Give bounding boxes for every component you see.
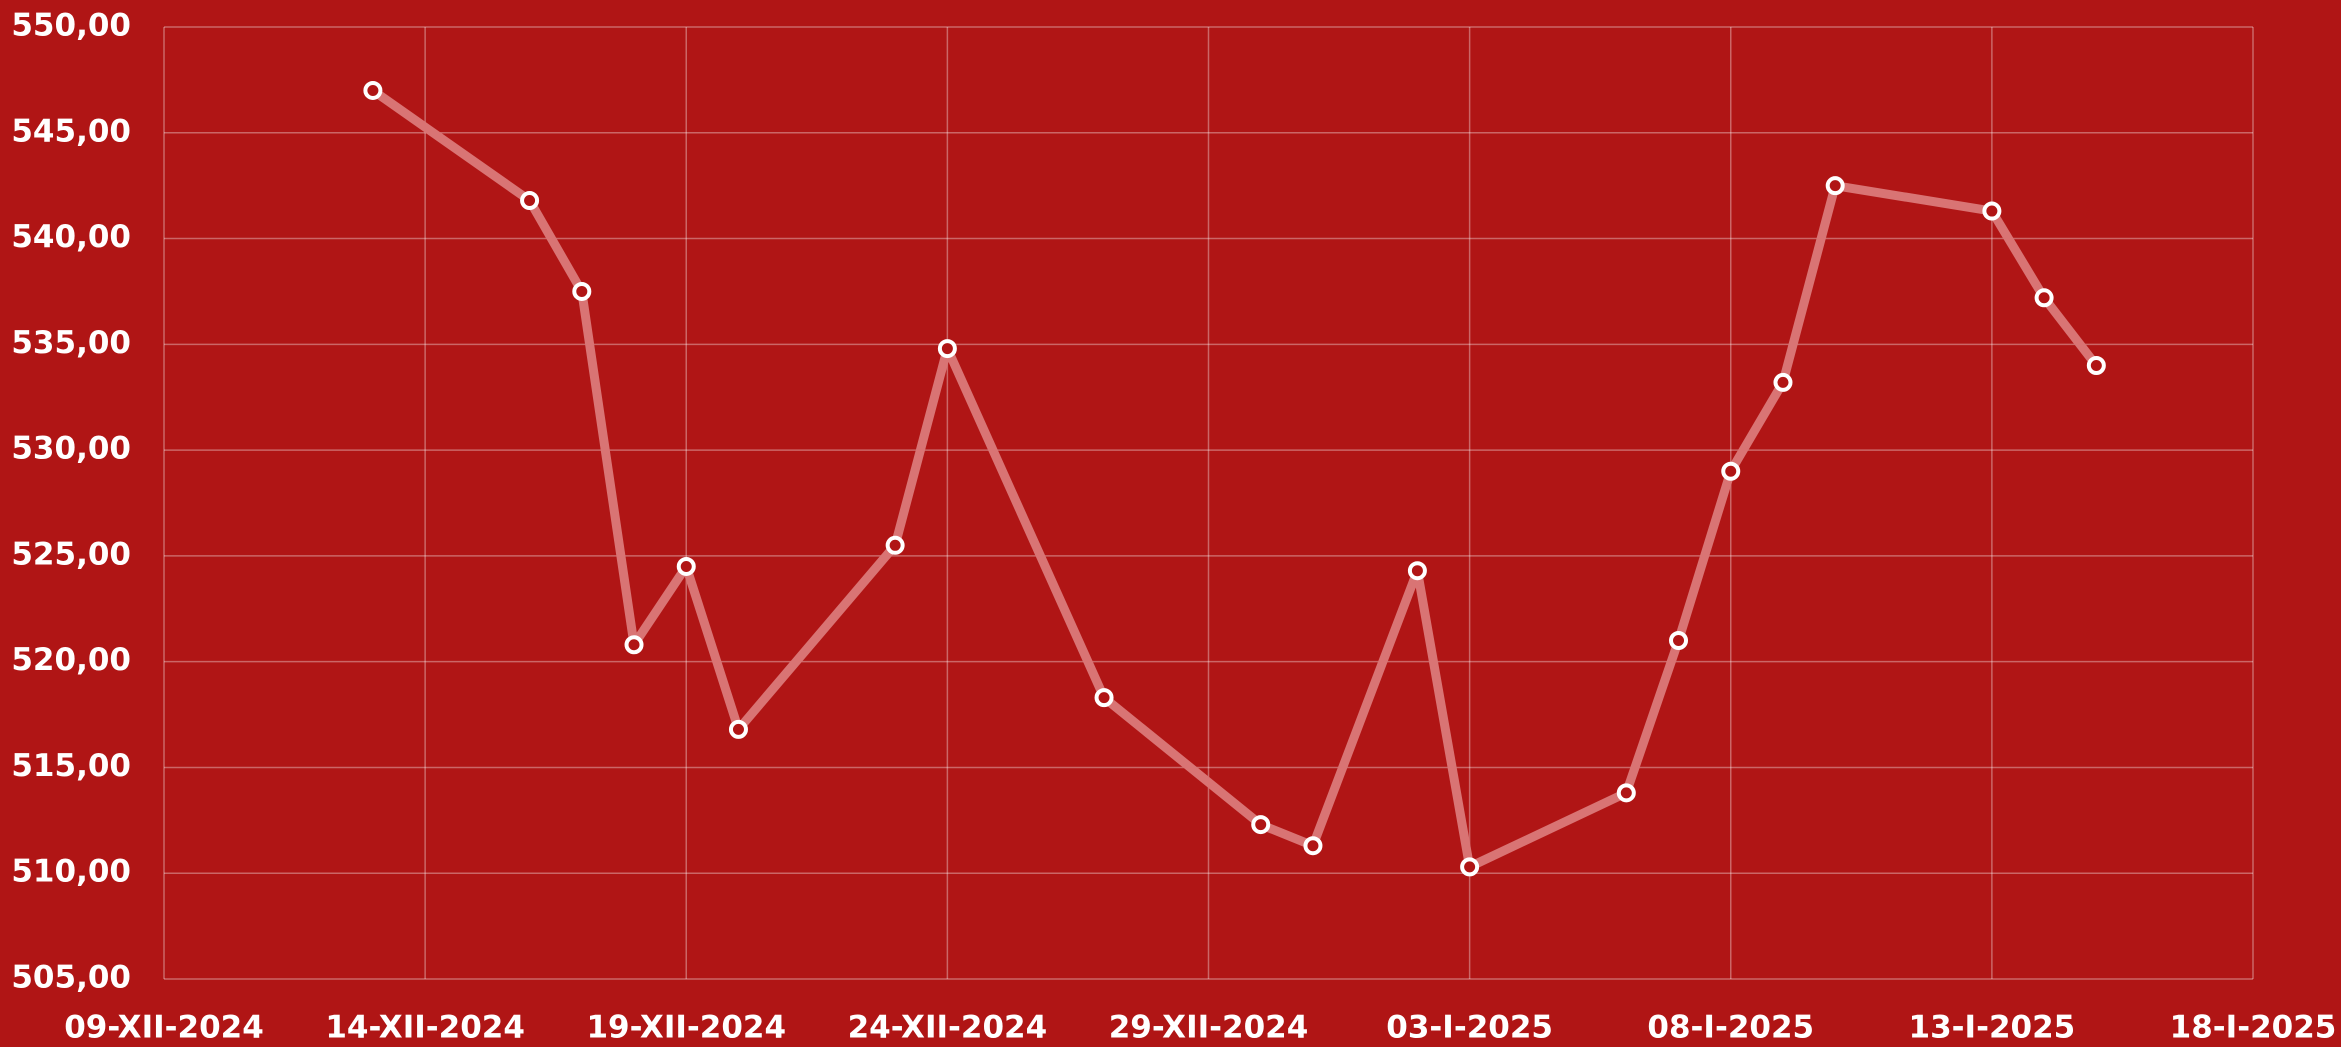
data-point — [2086, 355, 2106, 375]
x-tick-label: 03-I-2025 — [1386, 1010, 1553, 1046]
y-tick-label: 515,00 — [11, 748, 131, 784]
x-tick-label: 13-I-2025 — [1909, 1010, 2076, 1046]
x-tick-label: 19-XII-2024 — [586, 1010, 786, 1046]
data-point — [937, 339, 957, 359]
y-tick-label: 520,00 — [11, 642, 131, 678]
x-tick-label: 29-XII-2024 — [1109, 1010, 1309, 1046]
data-point — [363, 80, 383, 100]
data-point — [624, 635, 644, 655]
data-point — [1669, 631, 1689, 651]
y-tick-label: 510,00 — [11, 854, 131, 890]
data-point — [1251, 815, 1271, 835]
data-point — [1773, 372, 1793, 392]
data-point — [728, 719, 748, 739]
x-tick-label: 08-I-2025 — [1647, 1010, 1814, 1046]
data-point — [1460, 857, 1480, 877]
x-tick-label: 14-XII-2024 — [325, 1010, 525, 1046]
y-tick-label: 550,00 — [11, 8, 131, 44]
x-tick-label: 18-I-2025 — [2170, 1010, 2337, 1046]
x-tick-label: 09-XII-2024 — [64, 1010, 264, 1046]
y-tick-label: 525,00 — [11, 536, 131, 572]
line-series — [368, 85, 2101, 872]
y-tick-label: 530,00 — [11, 431, 131, 467]
y-tick-label: 505,00 — [11, 960, 131, 996]
data-point — [1407, 561, 1427, 581]
y-tick-label: 540,00 — [11, 219, 131, 255]
data-point — [1094, 688, 1114, 708]
y-tick-label: 535,00 — [11, 325, 131, 361]
data-point — [1825, 176, 1845, 196]
data-point — [520, 190, 540, 210]
x-tick-label: 24-XII-2024 — [848, 1010, 1048, 1046]
data-point — [572, 281, 592, 301]
data-point — [885, 535, 905, 555]
data-point — [1616, 783, 1636, 803]
data-point — [1982, 201, 2002, 221]
data-point — [2034, 288, 2054, 308]
data-point — [676, 556, 696, 576]
y-tick-label: 545,00 — [11, 113, 131, 149]
data-point — [1303, 836, 1323, 856]
data-point — [1721, 461, 1741, 481]
